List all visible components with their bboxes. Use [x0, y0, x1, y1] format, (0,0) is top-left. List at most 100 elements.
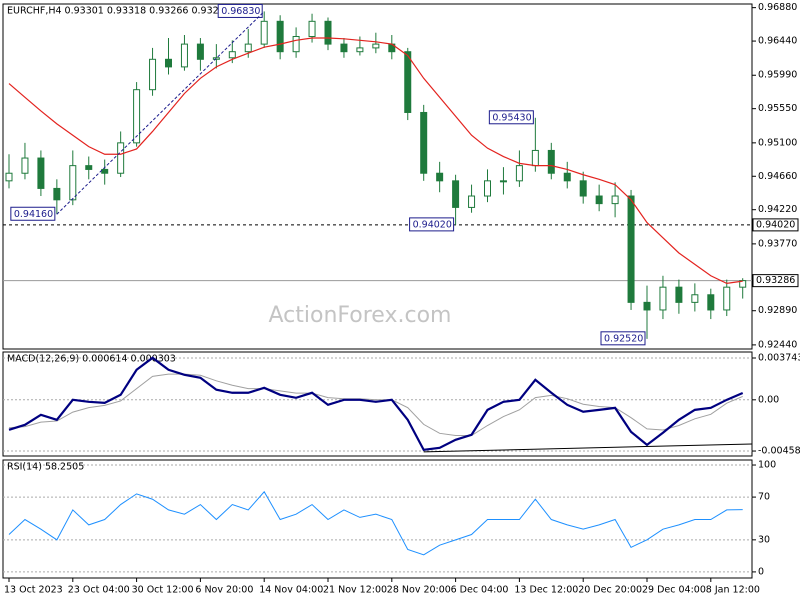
candle-body [165, 58, 172, 68]
annotation-label: 0.92520 [604, 333, 643, 344]
last-price-box [752, 274, 799, 288]
y-tick-label: 0.95100 [758, 137, 797, 148]
candle-body [292, 36, 300, 53]
y-tick-label: 0.95990 [758, 70, 797, 81]
candle-body [484, 180, 491, 197]
level-label-box [752, 218, 799, 232]
y-tick-label: 0.92440 [758, 339, 797, 350]
indicator-line [8, 356, 744, 452]
candle-body [611, 195, 619, 205]
candle-body [53, 187, 61, 201]
candle-body [85, 165, 93, 170]
candle-body [707, 294, 715, 311]
x-tick-label: 28 Nov 20:00 [387, 585, 451, 596]
candle-body [595, 195, 603, 205]
candle-body [547, 149, 555, 174]
indicator-line [8, 490, 743, 556]
candle-body [563, 172, 571, 182]
x-tick-label: 14 Nov 04:00 [259, 585, 323, 596]
candle-body [499, 180, 507, 183]
panel-frame [2, 351, 753, 457]
candle-body [404, 51, 412, 113]
x-tick-label: 6 Dec 04:00 [451, 585, 509, 596]
level-label: 0.94020 [756, 219, 795, 230]
candle-body [739, 280, 747, 288]
annotation-label: 0.94160 [14, 209, 53, 220]
x-tick-label: 20 Dec 20:00 [578, 585, 642, 596]
candle-body [675, 286, 683, 303]
last-price-label: 0.93286 [756, 275, 795, 286]
candle-body [436, 172, 444, 182]
candle-body [244, 43, 252, 53]
candle-body [659, 286, 667, 311]
annotation-box [10, 206, 56, 221]
panel-frame [2, 3, 753, 350]
x-tick-label: 21 Nov 12:00 [323, 585, 387, 596]
annotation-label: 0.96830 [221, 6, 260, 17]
annotation-box [217, 3, 263, 18]
candle-body [420, 111, 428, 174]
candle-body [723, 286, 731, 311]
x-tick-label: 30 Oct 12:00 [132, 585, 194, 596]
y-tick-label: 0.95550 [758, 103, 797, 114]
panel-title: MACD(12,26,9) 0.000614 0.000303 [7, 354, 176, 365]
y-tick-label: 70 [758, 492, 770, 503]
x-tick-label: 23 Oct 04:00 [68, 585, 130, 596]
candle-body [324, 20, 332, 45]
y-tick-label: 0 [758, 566, 764, 577]
x-tick-label: 29 Dec 04:00 [642, 585, 706, 596]
x-tick-label: 8 Jan 12:00 [706, 585, 760, 596]
y-tick-label: 0.003743 [758, 352, 800, 363]
candle-body [356, 47, 364, 53]
annotation-box [488, 110, 534, 125]
candle-body [5, 172, 13, 182]
y-tick-label: 0.92890 [758, 305, 797, 316]
candle-body [643, 301, 651, 311]
panel-title: EURCHF,H4 0.93301 0.93318 0.93266 0.9328… [7, 6, 231, 17]
candle-body [691, 294, 699, 303]
x-tick-label: 13 Oct 2023 [4, 585, 63, 596]
watermark: ActionForex.com [269, 303, 452, 328]
candle-body [340, 43, 348, 53]
support-line [423, 443, 753, 453]
y-tick-label: 0.96440 [758, 36, 797, 47]
candle-body [133, 89, 141, 144]
candle-body [69, 165, 77, 201]
indicator-line [8, 373, 743, 437]
annotation-box [600, 331, 646, 346]
x-tick-label: 13 Dec 12:00 [514, 585, 578, 596]
candle-body [276, 20, 284, 53]
x-tick-label: 6 Nov 20:00 [195, 585, 253, 596]
candle-body [452, 180, 460, 208]
y-tick-label: -0.004585 [758, 446, 800, 457]
y-tick-label: 100 [758, 460, 776, 471]
y-tick-label: 0.94660 [758, 171, 797, 182]
candle-body [579, 180, 587, 197]
candle-body [531, 149, 539, 167]
panel-title: RSI(14) 58.2505 [7, 462, 84, 473]
annotation-label: 0.94020 [413, 219, 452, 230]
moving-average [8, 37, 743, 284]
annotation-label: 0.95430 [492, 112, 531, 123]
candle-body [260, 20, 268, 45]
y-tick-label: 30 [758, 534, 770, 545]
candle-body [228, 51, 236, 59]
y-tick-label: 0.00 [758, 394, 779, 405]
candle-body [101, 168, 109, 174]
candle-body [468, 195, 476, 208]
y-tick-label: 0.93770 [758, 238, 797, 249]
y-tick-label: 0.96880 [758, 2, 797, 13]
candle-body [196, 43, 204, 60]
panel-frame [2, 459, 753, 579]
candle-body [627, 195, 635, 303]
candle-body [21, 157, 29, 174]
candle-body [308, 20, 316, 38]
candle-body [117, 142, 125, 174]
candle-body [37, 157, 45, 189]
candle-body [149, 58, 157, 91]
trend-line [56, 11, 265, 215]
candle-body [180, 43, 188, 68]
annotation-box [409, 217, 455, 232]
